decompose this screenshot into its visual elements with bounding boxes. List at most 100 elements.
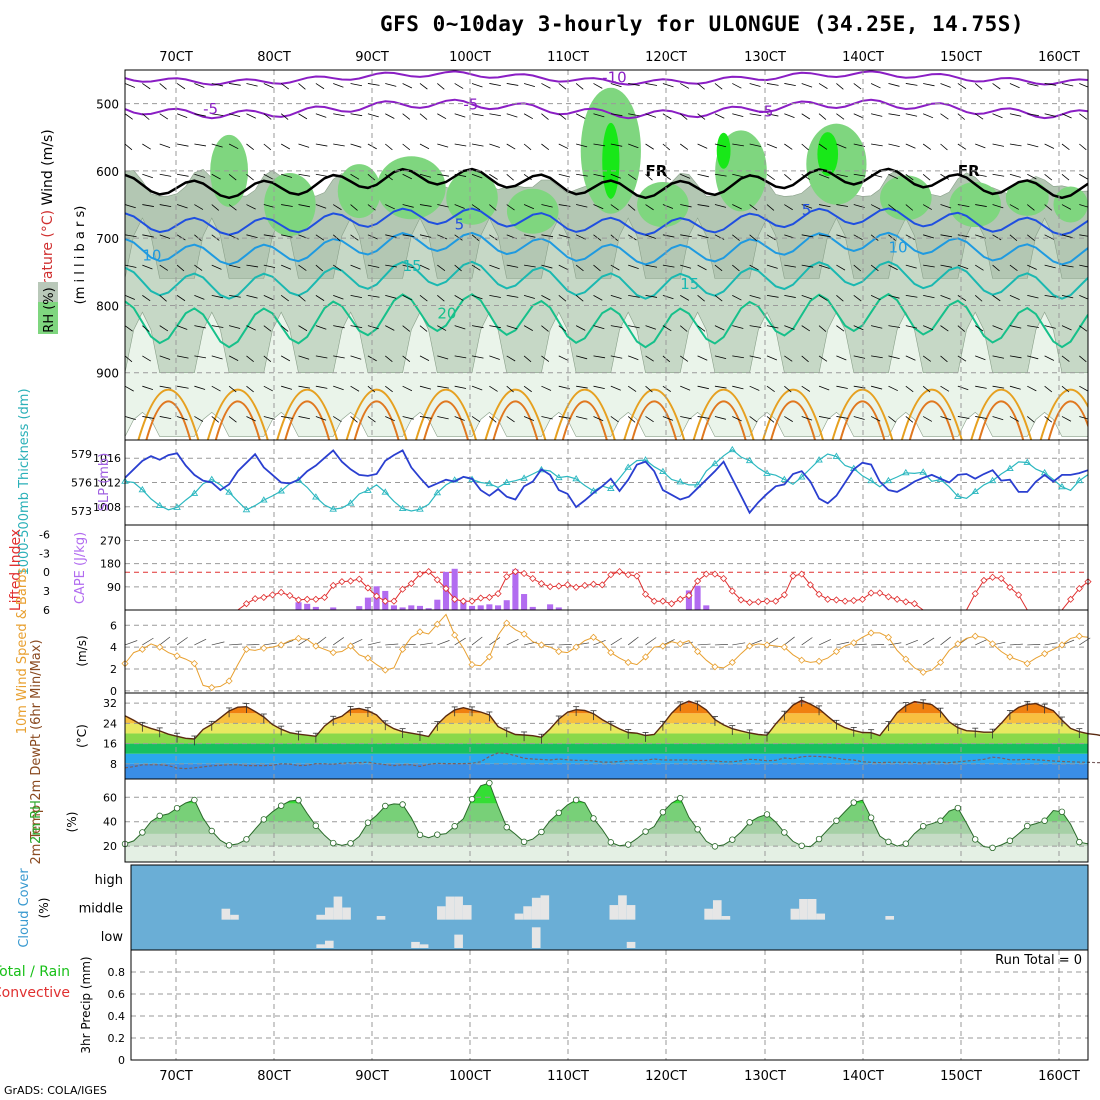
wind-barb: [333, 416, 342, 423]
wind-barb: [905, 355, 916, 361]
wind-barb: [871, 113, 883, 117]
wind-barb: [211, 294, 224, 299]
lifted-index-point: [320, 593, 329, 601]
cloud-block: [419, 944, 429, 948]
cape-tick-label: 180: [100, 558, 121, 571]
cape-bar: [703, 605, 710, 610]
wind-barb: [870, 204, 881, 210]
wind-speed-point: [954, 640, 962, 648]
wind-barb: [142, 355, 151, 362]
lifted-index-point: [624, 571, 632, 579]
wind-barb: [298, 83, 306, 90]
cape-bar: [364, 597, 371, 610]
cape-bar: [416, 605, 424, 610]
wind-barb: [1009, 234, 1018, 241]
wind-barb: [246, 325, 256, 331]
wind-barb: [454, 83, 464, 89]
wind-barb: [975, 264, 984, 271]
wind-barb: [714, 83, 723, 90]
wind-speed-point: [225, 677, 233, 685]
wind-speed-point: [555, 647, 563, 656]
wind-barb: [419, 295, 428, 302]
wind-barb: [680, 83, 690, 89]
wind-barb: [523, 173, 532, 181]
cloud-block: [445, 896, 455, 920]
lifted-index-point: [494, 590, 502, 598]
wind-speed-point: [746, 642, 754, 650]
wind-barb: [575, 325, 586, 331]
lifted-index-point: [641, 590, 650, 598]
wind-barb: [732, 234, 740, 241]
wind-barb: [818, 295, 828, 301]
lifted-tick-label: 0: [43, 566, 50, 579]
lifted-index-point: [546, 583, 554, 591]
wind-barb: [732, 385, 744, 390]
rh-point: [746, 819, 753, 826]
wind-barb: [974, 295, 983, 302]
wind-speed-point: [728, 658, 736, 666]
wind-barb: [766, 416, 775, 423]
lifted-index-point: [702, 570, 710, 578]
lifted-index-point: [824, 595, 832, 603]
cape-bar: [390, 605, 397, 610]
rh-point: [954, 804, 962, 812]
lifted-index-point: [841, 597, 849, 605]
wind-barb: [749, 264, 759, 271]
wind-speed-point: [780, 643, 788, 651]
wind-barb: [402, 264, 414, 269]
wind-barb: [818, 204, 831, 208]
warm-isotherm: [692, 388, 755, 440]
wind-barb: [749, 173, 760, 179]
wind-barb: [385, 204, 395, 210]
panel-frame: [124, 524, 1089, 611]
lifted-index-point: [720, 574, 728, 583]
wind-barb: [194, 294, 205, 300]
upper-ylabel-wind: Wind (m/s): [40, 129, 56, 205]
wind-barb: [437, 234, 448, 240]
wind-barb: [766, 355, 778, 361]
wind-barb: [176, 416, 188, 421]
wind-barb: [766, 143, 778, 149]
wind-barb: [992, 416, 1004, 421]
wind-barb: [159, 355, 171, 360]
lifted-index-point: [589, 580, 598, 588]
wind-barb: [610, 204, 619, 211]
wind-barb: [679, 325, 688, 332]
wind-barb: [957, 83, 967, 90]
wind-barb: [350, 234, 359, 241]
wind-barb: [922, 204, 932, 210]
wind-barb: [628, 325, 640, 329]
wind-barb: [749, 143, 762, 147]
isotherm-label: FR: [958, 162, 980, 180]
wind-barb: [402, 295, 413, 301]
wind-barb: [524, 264, 536, 268]
surface-wind-barb: [627, 636, 639, 646]
thickness-series-line: [124, 449, 1089, 515]
wind-barb: [836, 355, 847, 361]
isotherm-5: [125, 207, 1088, 236]
wind-barb: [923, 83, 935, 87]
wind-barb: [645, 234, 656, 239]
wind-barb: [229, 113, 241, 117]
wind-speed-point: [381, 666, 389, 674]
wind-barb: [211, 204, 220, 211]
wind-barb: [888, 204, 896, 211]
surface-wind-barb: [124, 640, 138, 646]
wind-barb: [957, 325, 966, 332]
wind-barb: [905, 83, 918, 86]
wind-barb: [489, 234, 498, 241]
wind-barb: [1044, 325, 1056, 329]
lifted-index-point: [511, 568, 519, 576]
slp-point: [815, 456, 823, 463]
wind-barb: [471, 173, 483, 179]
wind-barb: [957, 143, 967, 150]
wind-barb: [298, 173, 311, 177]
temp-tick-label: 24: [103, 717, 117, 730]
wind-barb: [662, 294, 674, 300]
wind-barb: [680, 143, 689, 150]
wind-barb: [957, 264, 969, 270]
wind-speed-point: [1006, 653, 1014, 661]
rh-point: [260, 816, 268, 823]
wind-barb: [818, 264, 830, 269]
wind-barb: [1044, 173, 1053, 181]
